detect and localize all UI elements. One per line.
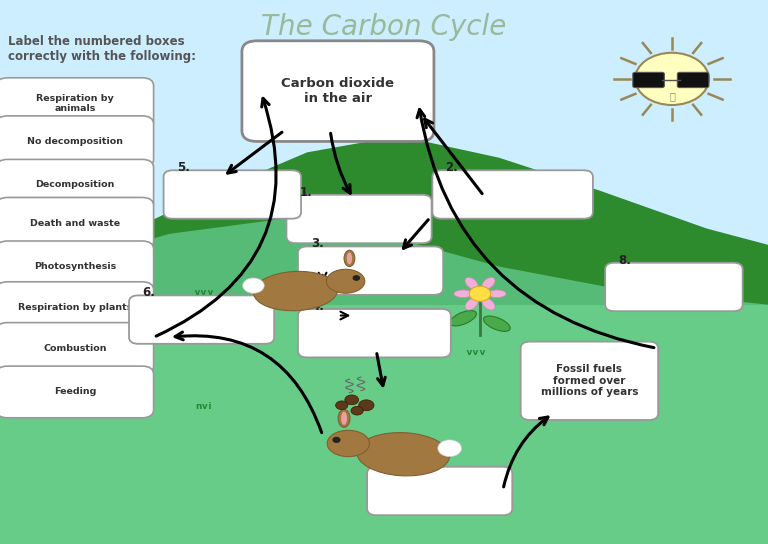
Text: Feeding: Feeding bbox=[54, 387, 97, 396]
FancyBboxPatch shape bbox=[129, 295, 274, 344]
Text: ⌣: ⌣ bbox=[669, 91, 675, 101]
FancyBboxPatch shape bbox=[432, 170, 593, 219]
FancyBboxPatch shape bbox=[164, 170, 301, 219]
FancyBboxPatch shape bbox=[0, 197, 154, 249]
Text: The Carbon Cycle: The Carbon Cycle bbox=[261, 13, 507, 41]
Ellipse shape bbox=[338, 409, 350, 428]
Ellipse shape bbox=[484, 316, 510, 331]
FancyBboxPatch shape bbox=[0, 323, 154, 374]
Text: Fossil fuels
formed over
millions of years: Fossil fuels formed over millions of yea… bbox=[541, 364, 638, 398]
Circle shape bbox=[438, 440, 462, 456]
Ellipse shape bbox=[465, 277, 478, 289]
Text: 5.: 5. bbox=[177, 161, 190, 174]
Circle shape bbox=[469, 286, 491, 301]
FancyBboxPatch shape bbox=[242, 41, 434, 141]
FancyBboxPatch shape bbox=[286, 195, 432, 243]
FancyBboxPatch shape bbox=[0, 159, 154, 211]
Text: 7.: 7. bbox=[380, 458, 393, 471]
Circle shape bbox=[353, 276, 359, 280]
Ellipse shape bbox=[482, 277, 495, 289]
Circle shape bbox=[345, 395, 359, 405]
Circle shape bbox=[336, 401, 348, 410]
Text: Respiration by
animals: Respiration by animals bbox=[36, 94, 114, 113]
Circle shape bbox=[635, 53, 709, 105]
Text: No decomposition: No decomposition bbox=[28, 137, 123, 146]
Circle shape bbox=[351, 406, 363, 415]
Text: 8.: 8. bbox=[618, 254, 631, 267]
Text: Decomposition: Decomposition bbox=[35, 181, 115, 189]
FancyBboxPatch shape bbox=[298, 246, 443, 295]
FancyBboxPatch shape bbox=[633, 72, 664, 88]
Text: Combustion: Combustion bbox=[44, 344, 107, 353]
FancyBboxPatch shape bbox=[298, 309, 451, 357]
FancyBboxPatch shape bbox=[0, 282, 154, 333]
Ellipse shape bbox=[327, 430, 369, 456]
Text: 1.: 1. bbox=[300, 186, 313, 199]
Ellipse shape bbox=[450, 311, 476, 326]
FancyBboxPatch shape bbox=[521, 342, 658, 420]
Ellipse shape bbox=[465, 298, 478, 310]
Text: ᵥᵥᵥ: ᵥᵥᵥ bbox=[193, 284, 214, 298]
Ellipse shape bbox=[347, 252, 352, 264]
Text: Respiration by plants: Respiration by plants bbox=[18, 303, 132, 312]
Circle shape bbox=[333, 437, 339, 442]
FancyBboxPatch shape bbox=[0, 241, 154, 293]
FancyBboxPatch shape bbox=[0, 366, 154, 418]
Text: 2.: 2. bbox=[445, 161, 458, 174]
Polygon shape bbox=[0, 136, 768, 544]
Ellipse shape bbox=[326, 269, 365, 293]
Text: 4.: 4. bbox=[311, 300, 324, 313]
FancyBboxPatch shape bbox=[0, 78, 154, 129]
Ellipse shape bbox=[454, 290, 472, 298]
Bar bbox=[0, 305, 768, 544]
FancyBboxPatch shape bbox=[367, 467, 512, 515]
Ellipse shape bbox=[482, 298, 495, 310]
FancyBboxPatch shape bbox=[0, 116, 154, 168]
Ellipse shape bbox=[357, 432, 449, 476]
FancyBboxPatch shape bbox=[605, 263, 743, 311]
Text: Death and waste: Death and waste bbox=[30, 219, 121, 227]
Text: 6.: 6. bbox=[142, 286, 155, 299]
Ellipse shape bbox=[341, 412, 347, 425]
Ellipse shape bbox=[344, 250, 355, 267]
FancyBboxPatch shape bbox=[677, 72, 709, 88]
Circle shape bbox=[243, 278, 264, 293]
Text: Carbon dioxide
in the air: Carbon dioxide in the air bbox=[281, 77, 395, 105]
Text: ᵥᵥᵥ: ᵥᵥᵥ bbox=[465, 344, 487, 358]
Ellipse shape bbox=[488, 290, 506, 298]
Polygon shape bbox=[0, 218, 768, 544]
Circle shape bbox=[359, 400, 374, 411]
Text: Label the numbered boxes
correctly with the following:: Label the numbered boxes correctly with … bbox=[8, 35, 196, 63]
Text: Photosynthesis: Photosynthesis bbox=[34, 262, 117, 271]
Ellipse shape bbox=[253, 271, 338, 311]
Text: ₙᵥᵢ: ₙᵥᵢ bbox=[195, 398, 212, 412]
Text: 3.: 3. bbox=[311, 237, 324, 250]
